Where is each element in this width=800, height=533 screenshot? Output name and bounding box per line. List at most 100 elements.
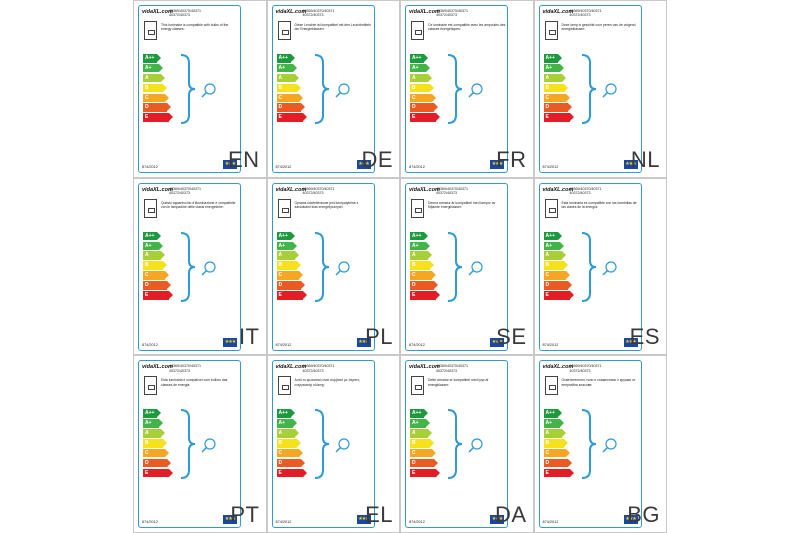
compatibility-text: Αυτό το φωτιστικό είναι συμβατό με λάμπε… (294, 378, 360, 387)
compatibility-text: Denna armatur är kompatibel med lampor a… (428, 200, 496, 209)
vidaxl-logo: vidaXL.com (409, 187, 440, 193)
eu-flag-icon: ★★★ (356, 160, 371, 169)
regulation-number: 874/2012 (409, 342, 425, 347)
product-codes-line1: 40369/40370/40371 (436, 186, 468, 191)
product-codes-line1: 40369/40370/40371 (436, 9, 468, 13)
eu-flag-icon: ★★★ (223, 160, 237, 169)
energy-class-scale: A++ A+ A B C D E (410, 54, 444, 123)
energy-class-scale: A++ A+ A B C D E (410, 409, 444, 478)
energy-class-bar: A (410, 73, 432, 83)
language-code: EN (227, 146, 260, 172)
energy-class-scale: A++ A+ A B C D E (543, 54, 578, 123)
energy-label-card: vidaXL.com 40369/40370/40371 40372/40373… (405, 182, 508, 351)
product-codes-line1: 40369/40370/40371 (169, 364, 201, 369)
energy-class-scale: A++ A+ A B C D E (143, 231, 177, 301)
compatibility-text: Esta luminaria es compatible con las bom… (561, 200, 637, 209)
energy-label-card: vidaXL.com 40369/40370/40371 40372/40373… (138, 360, 241, 529)
bulb-icon (201, 261, 216, 276)
energy-class-bar: A++ (543, 231, 562, 241)
bulb-icon (334, 261, 350, 276)
product-codes: 40369/40370/40371 40372/40373 (303, 187, 335, 196)
energy-class-bar: A (143, 429, 165, 438)
energy-class-scale: A++ A+ A B C D E (276, 409, 311, 478)
product-codes-line2: 40372/40373 (169, 191, 190, 196)
energy-class-bar: C (276, 93, 303, 103)
compatibility-text: Questo apparecchio d'illuminazione è com… (161, 200, 236, 209)
brace-bulb-icon (447, 409, 483, 480)
energy-class-bar: C (143, 93, 169, 103)
brand-text: vidaXL.com (275, 364, 307, 371)
regulation-number: 874/2012 (275, 342, 292, 347)
brand-text: vidaXL.com (275, 9, 307, 15)
energy-class-bar: A+ (543, 63, 564, 73)
product-codes: 40369/40370/40371 40372/40373 (169, 187, 201, 196)
energy-class-bar: D (410, 103, 438, 113)
vidaxl-logo: vidaXL.com (276, 187, 307, 193)
regulation-number: 874/2012 (142, 342, 158, 347)
energy-class-bar: C (543, 93, 570, 103)
energy-class-bar: A (543, 251, 566, 261)
bulb-icon (468, 261, 483, 276)
language-panel-nl: vidaXL.com 40369/40370/40371 40372/40373… (533, 0, 667, 178)
energy-class-bar: A++ (143, 54, 161, 63)
product-codes: 40369/40370/40371 40372/40373 (436, 9, 468, 18)
energy-label-grid: vidaXL.com 40369/40370/40371 40372/40373… (133, 0, 667, 533)
language-panel-pt: vidaXL.com 40369/40370/40371 40372/40373… (133, 355, 267, 533)
vidaxl-logo: vidaXL.com (409, 364, 440, 370)
bulb-icon (468, 438, 483, 453)
product-codes-line2: 40372/40373 (569, 368, 591, 373)
regulation-number: 874/2012 (142, 165, 158, 169)
energy-label-card: vidaXL.com 40369/40370/40371 40372/40373… (271, 360, 375, 529)
energy-class-bar: A+ (543, 241, 564, 251)
product-codes-line1: 40369/40370/40371 (302, 364, 335, 369)
product-codes-line1: 40369/40370/40371 (302, 186, 335, 191)
regulation-number: 874/2012 (275, 520, 292, 525)
energy-label-card: vidaXL.com 40369/40370/40371 40372/40373… (271, 182, 375, 351)
energy-class-bar: B (143, 438, 167, 448)
bulb-icon (201, 438, 216, 453)
energy-class-bar: C (543, 448, 570, 458)
compatibility-text: Deze lamp is geschikt voor peren van de … (561, 23, 636, 32)
brand-text: vidaXL.com (542, 364, 574, 371)
vidaxl-logo: vidaXL.com (409, 9, 440, 15)
energy-class-bar: E (410, 468, 440, 478)
language-panel-it: vidaXL.com 40369/40370/40371 40372/40373… (133, 177, 267, 356)
energy-class-bar: B (543, 261, 568, 270)
energy-class-bar: E (276, 291, 307, 300)
language-code: DE (361, 146, 393, 172)
energy-class-bar: D (276, 103, 305, 113)
energy-label-card: vidaXL.com 40369/40370/40371 40372/40373… (538, 360, 642, 529)
energy-class-bar: C (276, 271, 303, 280)
eu-flag-icon: ★★★ (623, 515, 638, 525)
language-panel-pl: vidaXL.com 40369/40370/40371 40372/40373… (266, 177, 400, 356)
energy-class-bar: A+ (143, 241, 163, 251)
brace-bulb-icon (180, 231, 216, 302)
energy-class-bar: A++ (276, 54, 295, 63)
language-panel-fr: vidaXL.com 40369/40370/40371 40372/40373… (400, 0, 534, 178)
energy-class-bar: A+ (143, 63, 163, 73)
energy-class-bar: A (410, 429, 432, 438)
language-panel-en: vidaXL.com 40369/40370/40371 40372/40373… (133, 0, 267, 178)
brand-text: vidaXL.com (409, 186, 440, 193)
brace-bulb-icon (180, 54, 216, 124)
lamp-icon (544, 198, 558, 218)
brand-text: vidaXL.com (409, 9, 440, 15)
energy-class-bar: A++ (143, 409, 161, 418)
product-codes-line2: 40372/40373 (169, 368, 190, 373)
product-codes-line1: 40369/40370/40371 (169, 9, 201, 13)
eu-flag-icon: ★★★ (490, 160, 504, 169)
product-codes-line2: 40372/40373 (436, 13, 457, 18)
product-codes: 40369/40370/40371 40372/40373 (436, 187, 468, 196)
energy-class-bar: C (410, 271, 436, 280)
energy-class-bar: D (410, 458, 438, 468)
energy-class-bar: A++ (276, 231, 295, 241)
lamp-icon (411, 376, 424, 396)
bulb-icon (601, 83, 617, 98)
brand-text: vidaXL.com (142, 364, 173, 371)
language-code: BG (627, 501, 660, 527)
energy-class-bar: B (276, 83, 301, 93)
energy-class-bar: A+ (410, 419, 430, 428)
eu-flag-icon: ★★★ (356, 515, 371, 525)
energy-class-bar: E (543, 468, 574, 478)
product-codes-line1: 40369/40370/40371 (302, 9, 335, 13)
